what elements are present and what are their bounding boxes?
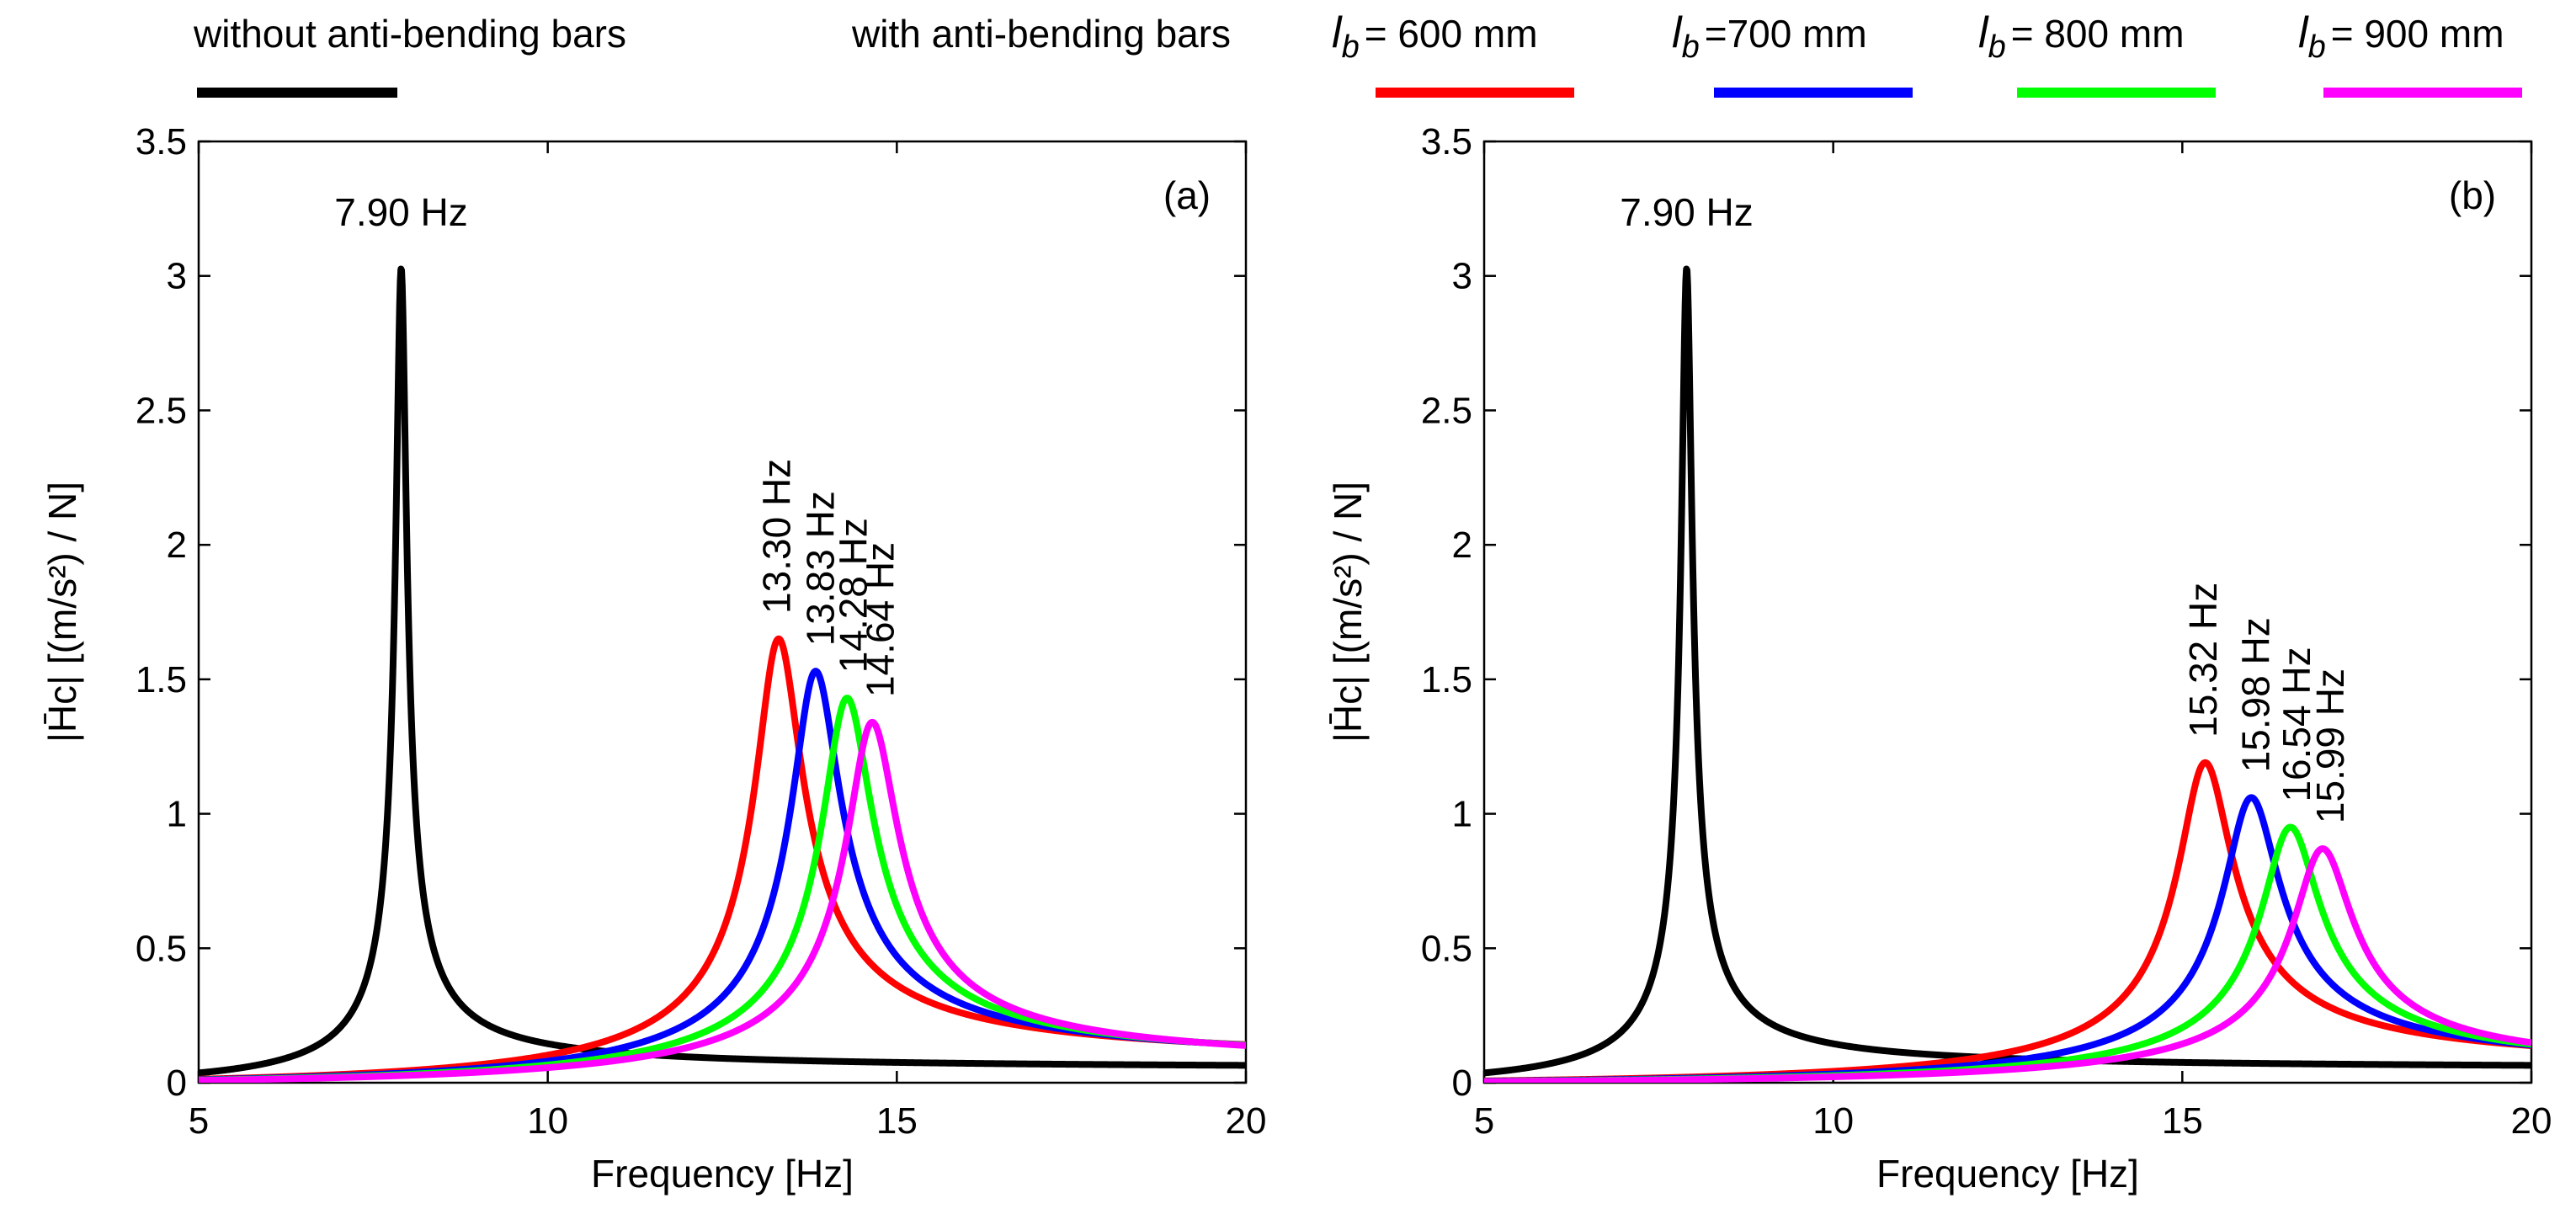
x-tick-label-b: 15 <box>2162 1100 2203 1142</box>
peak-annotation-a-4: 14.64 Hz <box>858 542 902 697</box>
legend-with-label: with anti-bending bars <box>851 12 1231 56</box>
y-tick-label-b: 0 <box>1452 1063 1472 1104</box>
panel-a: 5 10 15 20 0 0.5 1 1.5 2 2.5 3 3.5 Frequency [Hz] |H̄… <box>40 121 1266 1196</box>
peak-annotation-b-1: 15.32 Hz <box>2181 583 2225 738</box>
y-tick-label-a: 2 <box>167 525 187 566</box>
series-line-a-2 <box>199 668 1246 1083</box>
legend-600-text: = 600 mm <box>1365 12 1538 56</box>
y-tick-label-a: 3.5 <box>136 121 187 162</box>
y-tick-label-a: 2.5 <box>136 390 187 431</box>
x-tick-label-b: 20 <box>2511 1100 2552 1142</box>
series-line-a-3 <box>199 695 1246 1083</box>
y-tick-label-a: 1.5 <box>136 659 187 700</box>
panel-label-b: (b) <box>2449 173 2496 217</box>
legend-entry-600: lb = 600 mm <box>1332 8 1574 98</box>
y-tick-label-b: 0.5 <box>1421 928 1472 969</box>
y-axis-label-a: |H̄c| [(m/s²) / N] <box>40 482 84 743</box>
series-line-b-4 <box>1484 845 2531 1083</box>
legend-800-symbol: l <box>1978 8 1989 57</box>
curves-b <box>1484 265 2531 1083</box>
x-tick-label-a: 5 <box>189 1100 209 1142</box>
y-axis-label-b: |H̄c| [(m/s²) / N] <box>1326 482 1370 743</box>
legend-900-subscript: b <box>2308 29 2326 65</box>
y-tick-label-b: 2 <box>1452 525 1472 566</box>
legend-700-text: =700 mm <box>1705 12 1867 56</box>
legend-800-subscript: b <box>1988 29 2006 65</box>
legend-600-symbol: l <box>1332 8 1343 57</box>
panel-b: 5 10 15 20 0 0.5 1 1.5 2 2.5 3 3.5 Frequency [Hz] |H̄… <box>1326 121 2552 1196</box>
legend-entry-700: lb =700 mm <box>1672 8 1913 98</box>
y-tick-label-b: 2.5 <box>1421 390 1472 431</box>
svg-text:lb=700 mm: lb =700 mm <box>1672 8 1867 65</box>
y-tick-label-a: 0 <box>167 1063 187 1104</box>
peak-annotation-b-3: 16.54 Hz <box>2275 647 2318 802</box>
series-line-b-1 <box>1484 759 2531 1083</box>
y-tick-label-a: 3 <box>167 256 187 297</box>
legend-700-subscript: b <box>1682 29 1700 65</box>
panel-label-a: (a) <box>1163 173 1211 217</box>
svg-text:lb= 800 mm: lb = 800 mm <box>1978 8 2185 65</box>
legend-600-subscript: b <box>1342 29 1360 65</box>
series-line-b-3 <box>1484 823 2531 1083</box>
legend-900-symbol: l <box>2298 8 2309 57</box>
y-tick-label-b: 3.5 <box>1421 121 1472 162</box>
svg-text:lb= 600 mm: lb = 600 mm <box>1332 8 1538 65</box>
series-line-a-0 <box>199 265 1246 1077</box>
curves-a <box>199 265 1246 1083</box>
legend-900-text: = 900 mm <box>2331 12 2504 56</box>
legend-800-text: = 800 mm <box>2011 12 2185 56</box>
plot-frame-b <box>1482 140 2533 1084</box>
peak-annotation-a-1: 13.30 Hz <box>754 459 798 614</box>
series-line-b-2 <box>1484 794 2531 1083</box>
x-tick-label-b: 10 <box>1812 1100 1854 1142</box>
peak-annotation-b-2: 15.98 Hz <box>2234 617 2278 772</box>
series-line-a-4 <box>199 718 1246 1083</box>
x-tick-label-a: 10 <box>527 1100 568 1142</box>
legend-entry-800: lb = 800 mm <box>1978 8 2216 98</box>
legend: without anti-bending bars with anti-bend… <box>193 8 2522 98</box>
peak-annotation-b-0: 7.90 Hz <box>1620 190 1754 234</box>
peak-annotation-a-2: 13.83 Hz <box>798 491 842 646</box>
peak-annotation-b-4: 15.99 Hz <box>2308 668 2352 823</box>
svg-text:lb= 900 mm: lb = 900 mm <box>2298 8 2504 65</box>
y-tick-label-a: 0.5 <box>136 928 187 969</box>
x-tick-label-a: 20 <box>1226 1100 1267 1142</box>
x-tick-label-b: 5 <box>1474 1100 1494 1142</box>
y-tick-label-b: 3 <box>1452 256 1472 297</box>
peak-annotation-a-3: 14.28 Hz <box>832 518 876 673</box>
y-tick-label-b: 1 <box>1452 794 1472 835</box>
x-tick-label-a: 15 <box>876 1100 918 1142</box>
series-line-b-0 <box>1484 265 2531 1077</box>
series-line-a-1 <box>199 635 1246 1083</box>
legend-700-symbol: l <box>1672 8 1683 57</box>
x-axis-label-a: Frequency [Hz] <box>591 1152 854 1196</box>
y-tick-label-a: 1 <box>167 794 187 835</box>
legend-without-label: without anti-bending bars <box>193 12 626 56</box>
legend-entry-900: lb = 900 mm <box>2298 8 2522 98</box>
y-tick-label-b: 1.5 <box>1421 659 1472 700</box>
peak-annotation-a-0: 7.90 Hz <box>334 190 468 234</box>
x-axis-label-b: Frequency [Hz] <box>1876 1152 2139 1196</box>
plot-frame-a <box>197 140 1248 1084</box>
